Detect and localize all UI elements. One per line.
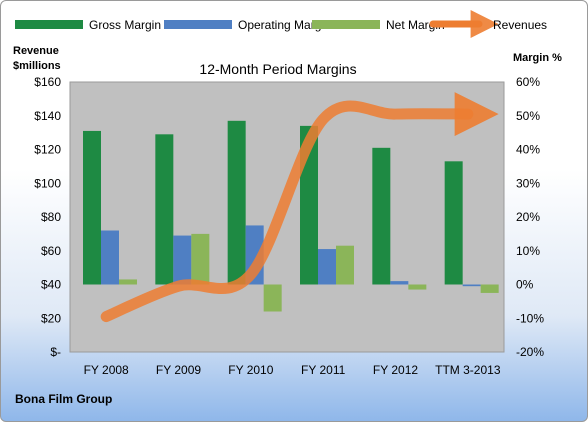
left-tick-label: $140 [34,109,61,123]
operating-margin-legend-swatch [164,20,232,29]
category-axis: FY 2008 FY 2009 FY 2010 FY 2011 FY 2012 TTM 3… [84,363,501,377]
gross-margin-bar: Gross Margin FY 2012: 40.5% [372,147,391,285]
net-margin-bar: Net Margin FY 2008: 1.5% [119,279,137,285]
footer-company: Bona Film Group [15,392,112,406]
right-axis: 60% 50% 40% 30% 20% 10% 0% -10% -20% [516,75,544,359]
category-label: TTM 3-2013 [435,363,501,377]
operating-margin-bar: Operating Margin TTM 3-2013: -0.5% [462,284,481,287]
operating-margin-bar: Operating Margin FY 2009: 14.5% [173,235,192,285]
category-label: FY 2008 [84,363,129,377]
right-axis-title: Margin % [513,52,562,64]
revenue-line-layer [100,92,499,323]
operating-margin-bar: Operating Margin FY 2012: 1% [390,281,409,285]
net-margin-legend-swatch [312,20,380,29]
right-tick-label: -20% [516,345,544,359]
left-tick-label: $100 [34,176,61,190]
gross-margin-legend-label: Gross Margin [89,18,161,32]
gross-margin-bar: Gross Margin TTM 3-2013: 36.5% [444,161,463,285]
category-label: FY 2009 [156,363,201,377]
left-tick-label: $- [50,345,61,359]
left-tick-label: $160 [34,75,61,89]
gross-margin-bar: Gross Margin FY 2010: 48.5% [227,120,246,285]
revenues-legend-label: Revenues [493,18,547,32]
right-tick-label: 50% [516,109,540,123]
left-tick-label: $80 [41,210,61,224]
operating-margin-bar: Operating Margin FY 2011: 10.5% [318,249,336,285]
left-tick-label: $60 [41,244,61,258]
right-tick-label: 10% [516,244,540,258]
right-tick-label: 30% [516,176,540,190]
gross-margin-bar: Gross Margin FY 2008: 45.5% [83,130,101,285]
category-label: FY 2011 [301,363,346,377]
operating-margin-legend-label: Operating Margin [238,18,331,32]
net-margin-bar: Net Margin FY 2010: -8% [263,284,282,312]
net-margin-bar: Net Margin TTM 3-2013: -2.5% [480,284,499,293]
operating-margin-bar: Operating Margin FY 2008: 16% [101,230,119,285]
legend: Gross Margin Operating Margin Net Margin Re… [15,10,547,38]
left-tick-label: $20 [41,311,61,325]
left-axis-title-line-1: Revenue [13,45,59,57]
plot-area [69,81,505,353]
gross-margin-legend-swatch [15,20,83,29]
right-tick-label: -10% [516,311,544,325]
net-margin-bar: Net Margin FY 2009: 15% [191,233,210,285]
category-label: FY 2012 [373,363,418,377]
gross-margin-bar: Gross Margin FY 2009: 44.5% [155,134,174,285]
left-tick-label: $120 [34,143,61,157]
revenues-line [100,92,499,323]
right-tick-label: 60% [516,75,540,89]
net-margin-bar: Net Margin FY 2012: -1.5% [408,284,427,290]
right-tick-label: 0% [516,278,534,292]
right-tick-label: 20% [516,210,540,224]
net-margin-bar: Net Margin FY 2011: 11.5% [336,245,354,285]
left-axis-title-line-2: $millions [13,60,61,72]
net-margin-legend-label: Net Margin [386,18,445,32]
left-axis: $160 $140 $120 $100 $80 $60 $40 $20 $- [34,75,61,359]
chart-title: 12-Month Period Margins [199,61,356,77]
right-tick-label: 40% [516,143,540,157]
left-tick-label: $40 [41,278,61,292]
category-label: FY 2010 [228,363,273,377]
bars: Gross Margin FY 2008: 45.5% Gross Margin … [83,120,499,312]
